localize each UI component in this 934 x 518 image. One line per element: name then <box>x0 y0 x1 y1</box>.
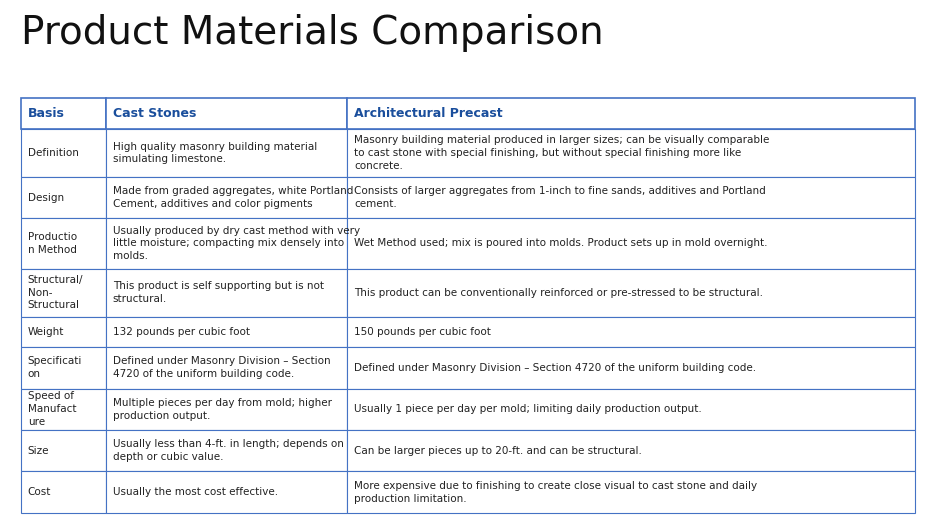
Bar <box>21 219 106 268</box>
Bar <box>106 268 347 316</box>
Text: More expensive due to finishing to create close visual to cast stone and daily
p: More expensive due to finishing to creat… <box>354 481 757 503</box>
Bar <box>21 316 106 347</box>
Text: Can be larger pieces up to 20-ft. and can be structural.: Can be larger pieces up to 20-ft. and ca… <box>354 445 643 456</box>
Text: 150 pounds per cubic foot: 150 pounds per cubic foot <box>354 327 491 337</box>
Text: This product is self supporting but is not
structural.: This product is self supporting but is n… <box>113 281 324 304</box>
Text: Architectural Precast: Architectural Precast <box>354 107 502 120</box>
Text: Specificati
on: Specificati on <box>28 356 82 379</box>
Text: Cast Stones: Cast Stones <box>113 107 196 120</box>
Bar <box>21 347 106 388</box>
Bar <box>347 98 915 129</box>
Text: Multiple pieces per day from mold; higher
production output.: Multiple pieces per day from mold; highe… <box>113 398 332 421</box>
Text: High quality masonry building material
simulating limestone.: High quality masonry building material s… <box>113 141 317 164</box>
Text: Masonry building material produced in larger sizes; can be visually comparable
t: Masonry building material produced in la… <box>354 135 770 171</box>
Bar <box>21 98 106 129</box>
Text: Product Materials Comparison: Product Materials Comparison <box>21 14 603 52</box>
Bar <box>347 268 915 316</box>
Bar <box>106 430 347 471</box>
Bar <box>347 316 915 347</box>
Bar <box>347 347 915 388</box>
Bar <box>347 388 915 430</box>
Bar <box>21 129 106 177</box>
Bar <box>106 129 347 177</box>
Bar <box>347 471 915 513</box>
Text: Structural/
Non-
Structural: Structural/ Non- Structural <box>28 275 83 310</box>
Text: Consists of larger aggregates from 1-inch to fine sands, additives and Portland
: Consists of larger aggregates from 1-inc… <box>354 186 766 209</box>
Bar <box>106 316 347 347</box>
Bar <box>347 219 915 268</box>
Text: This product can be conventionally reinforced or pre-stressed to be structural.: This product can be conventionally reinf… <box>354 287 763 297</box>
Bar <box>347 129 915 177</box>
Text: Defined under Masonry Division – Section 4720 of the uniform building code.: Defined under Masonry Division – Section… <box>354 363 757 373</box>
Text: Productio
n Method: Productio n Method <box>28 232 77 255</box>
Text: Cost: Cost <box>28 487 51 497</box>
Bar <box>106 471 347 513</box>
Bar <box>106 219 347 268</box>
Bar <box>106 347 347 388</box>
Text: Definition: Definition <box>28 148 78 158</box>
Text: Size: Size <box>28 445 50 456</box>
Bar <box>21 177 106 219</box>
Text: Usually the most cost effective.: Usually the most cost effective. <box>113 487 277 497</box>
Bar <box>106 98 347 129</box>
Text: Defined under Masonry Division – Section
4720 of the uniform building code.: Defined under Masonry Division – Section… <box>113 356 331 379</box>
Bar <box>347 430 915 471</box>
Bar <box>106 388 347 430</box>
Bar <box>106 177 347 219</box>
Bar <box>21 471 106 513</box>
Text: 132 pounds per cubic foot: 132 pounds per cubic foot <box>113 327 249 337</box>
Bar <box>21 388 106 430</box>
Bar <box>21 430 106 471</box>
Text: Basis: Basis <box>28 107 64 120</box>
Text: Weight: Weight <box>28 327 64 337</box>
Text: Made from graded aggregates, white Portland
Cement, additives and color pigments: Made from graded aggregates, white Portl… <box>113 186 353 209</box>
Text: Design: Design <box>28 193 64 203</box>
Bar <box>21 268 106 316</box>
Text: Wet Method used; mix is poured into molds. Product sets up in mold overnight.: Wet Method used; mix is poured into mold… <box>354 238 768 249</box>
Text: Usually 1 piece per day per mold; limiting daily production output.: Usually 1 piece per day per mold; limiti… <box>354 404 702 414</box>
Text: Usually produced by dry cast method with very
little moisture; compacting mix de: Usually produced by dry cast method with… <box>113 226 360 261</box>
Bar <box>347 177 915 219</box>
Text: Usually less than 4-ft. in length; depends on
depth or cubic value.: Usually less than 4-ft. in length; depen… <box>113 439 344 462</box>
Text: Speed of
Manufact
ure: Speed of Manufact ure <box>28 392 77 427</box>
